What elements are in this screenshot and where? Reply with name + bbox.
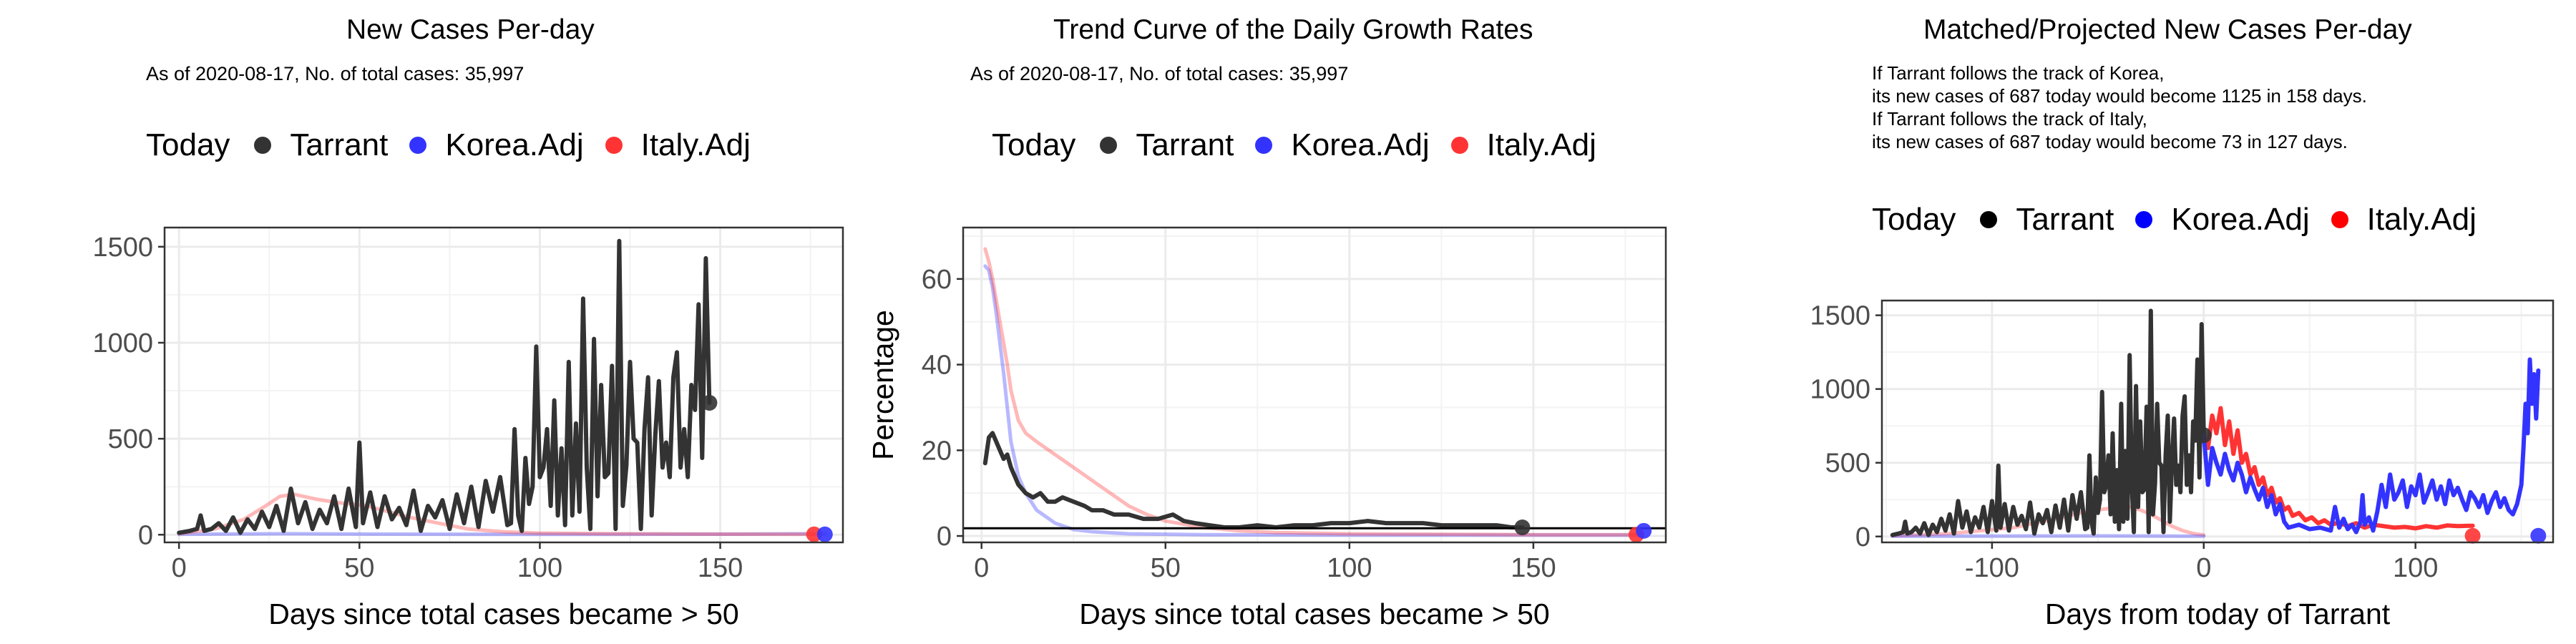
legend-dot-icon <box>1100 137 1118 154</box>
legend: Today Tarrant Korea.Adj Italy.Adj <box>1872 202 2498 238</box>
x-tick-label: -100 <box>1965 553 2019 583</box>
plot-border <box>1880 299 2555 544</box>
today-point-korea-adj <box>2530 527 2547 544</box>
x-axis-title: Days since total cases became > 50 <box>268 597 738 630</box>
y-tick-label: 1500 <box>1810 301 1870 331</box>
x-axis-title: Days from today of Tarrant <box>2045 597 2391 630</box>
chart-title: Trend Curve of the Daily Growth Rates <box>1053 14 1533 45</box>
legend-dot-icon <box>1255 137 1273 154</box>
y-tick-label: 500 <box>1825 449 1870 479</box>
plot-border <box>163 226 844 544</box>
y-axis-title: Percentage <box>867 310 899 460</box>
today-point-korea-adj <box>816 526 833 542</box>
y-tick-label: 1000 <box>92 328 153 358</box>
legend-label-korea: Korea.Adj <box>1291 127 1430 162</box>
panel-new-cases: New Cases Per-day As of 2020-08-17, No. … <box>0 0 859 644</box>
chart-title: New Cases Per-day <box>346 14 595 45</box>
legend-label-tarrant: Tarrant <box>2016 202 2114 237</box>
legend-dot-icon <box>1980 211 1998 228</box>
chart-title: Matched/Projected New Cases Per-day <box>1923 14 2412 45</box>
y-tick-label: 500 <box>108 424 153 454</box>
x-tick-label: 50 <box>1151 553 1181 583</box>
plot-border <box>962 226 1667 544</box>
chart-subtitle: As of 2020-08-17, No. of total cases: 35… <box>970 63 1349 84</box>
panel-growth-rates: Trend Curve of the Daily Growth Rates As… <box>859 0 1717 644</box>
series-line-tarrant <box>177 238 712 535</box>
legend-key-tarrant: Tarrant <box>1100 127 1234 163</box>
note-line: If Tarrant follows the track of Italy, <box>1872 108 2147 130</box>
legend-label-tarrant: Tarrant <box>1136 127 1234 162</box>
legend-label-italy: Italy.Adj <box>2366 202 2477 237</box>
legend-key-tarrant: Tarrant <box>254 127 388 163</box>
y-tick-label: 40 <box>922 351 952 381</box>
x-tick-label: 100 <box>1327 553 1372 583</box>
panel-projected-cases: Matched/Projected New Cases Per-day If T… <box>1717 0 2576 644</box>
note-line: If Tarrant follows the track of Korea, <box>1872 62 2165 84</box>
legend-dot-icon <box>2331 211 2348 228</box>
today-point-tarrant <box>701 394 718 411</box>
legend-dot-icon <box>409 137 427 154</box>
legend-label-korea: Korea.Adj <box>2171 202 2310 237</box>
legend: Today Tarrant Korea.Adj Italy.Adj <box>146 127 772 163</box>
legend-title: Today <box>146 127 230 162</box>
legend-label-tarrant: Tarrant <box>290 127 389 162</box>
legend-title: Today <box>992 127 1076 162</box>
note-line: its new cases of 687 today would become … <box>1872 131 2348 152</box>
legend-key-korea: Korea.Adj <box>1255 127 1430 163</box>
y-tick-label: 1000 <box>1810 375 1870 405</box>
today-point-korea-adj <box>1636 522 1652 539</box>
today-point-italy-adj <box>2464 527 2481 544</box>
chart-subtitle: As of 2020-08-17, No. of total cases: 35… <box>146 63 525 84</box>
series-line-italy-adj <box>177 492 816 537</box>
legend-key-korea: Korea.Adj <box>2135 202 2310 238</box>
series-line-korea-adj <box>983 264 1642 537</box>
legend-key-tarrant: Tarrant <box>1980 202 2114 238</box>
legend-title: Today <box>1872 202 1956 237</box>
today-point-tarrant <box>1514 519 1531 536</box>
y-tick-label: 60 <box>922 265 952 295</box>
series-line-korea-adj <box>2201 357 2541 535</box>
legend-dot-icon <box>2135 211 2153 228</box>
x-tick-label: 150 <box>698 553 743 583</box>
legend-dot-icon <box>1450 137 1468 154</box>
y-tick-label: 0 <box>1855 522 1870 552</box>
legend-key-italy: Italy.Adj <box>605 127 751 163</box>
y-tick-label: 0 <box>937 522 952 552</box>
chart-growth-rates: 0 50 100 150 0 20 40 60 Days since total cases b… <box>867 226 1667 630</box>
note-line: its new cases of 687 today would become … <box>1872 85 2367 107</box>
series-line-korea-adj <box>177 532 827 537</box>
series-line-italy-adj <box>983 247 1639 537</box>
legend-key-italy: Italy.Adj <box>1450 127 1596 163</box>
x-tick-label: 150 <box>1511 553 1556 583</box>
today-point-italy-adj <box>806 526 822 542</box>
series-line-tarrant <box>1890 308 2206 537</box>
series-line-tarrant <box>982 431 1525 530</box>
projection-note: If Tarrant follows the track of Korea, i… <box>1872 62 2367 153</box>
today-point-tarrant <box>2195 427 2212 444</box>
x-tick-label: 0 <box>172 553 187 583</box>
x-tick-label: 100 <box>517 553 562 583</box>
y-tick-label: 1500 <box>92 233 153 263</box>
x-tick-label: 100 <box>2393 553 2438 583</box>
legend-label-italy: Italy.Adj <box>640 127 751 162</box>
x-tick-label: 0 <box>2196 553 2211 583</box>
legend-label-korea: Korea.Adj <box>445 127 584 162</box>
x-axis-title: Days since total cases became > 50 <box>1079 597 1549 630</box>
legend-label-italy: Italy.Adj <box>1486 127 1596 162</box>
x-tick-label: 0 <box>974 553 989 583</box>
legend: Today Tarrant Korea.Adj Italy.Adj <box>992 127 1618 163</box>
legend-dot-icon <box>605 137 623 154</box>
legend-key-korea: Korea.Adj <box>409 127 584 163</box>
y-tick-label: 0 <box>138 520 153 550</box>
y-tick-label: 20 <box>922 436 952 466</box>
legend-dot-icon <box>254 137 272 154</box>
legend-key-italy: Italy.Adj <box>2331 202 2477 238</box>
series-line-italy-adj <box>2201 406 2475 531</box>
x-tick-label: 50 <box>344 553 374 583</box>
